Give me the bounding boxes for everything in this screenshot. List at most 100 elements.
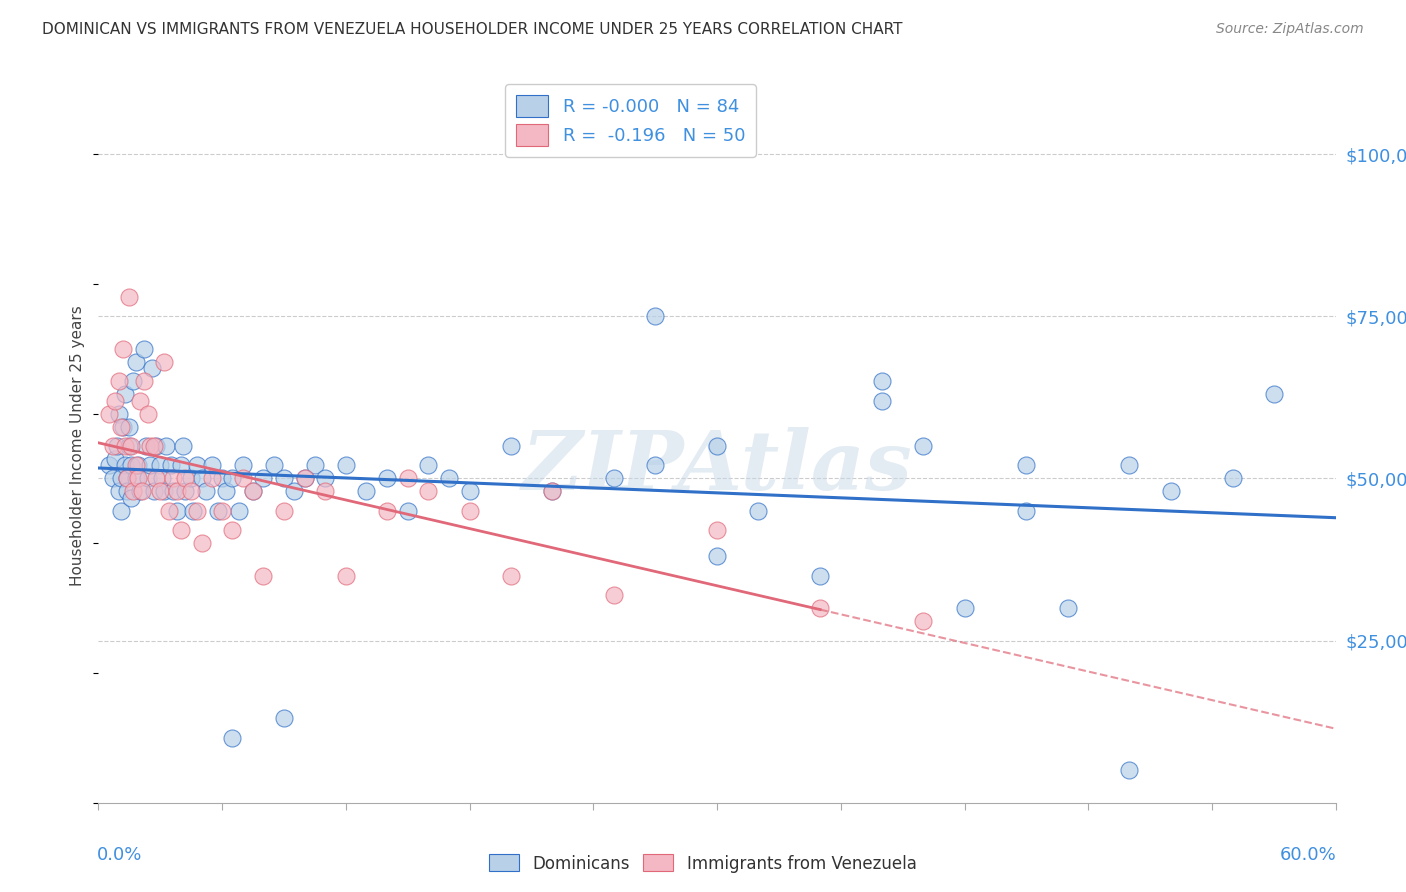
Point [114,387,136,401]
Point [1160,484,1182,499]
Point [101,471,124,485]
Point [122,374,145,388]
Point [136,407,159,421]
Point [110,504,132,518]
Point [170,458,193,473]
Point [162,471,184,485]
Point [808,568,831,582]
Point [418,484,440,499]
Point [112,342,135,356]
Point [194,484,217,499]
Point [120,491,142,505]
Point [215,484,238,499]
Point [114,458,136,473]
Point [706,549,728,564]
Point [145,439,167,453]
Point [97,458,120,473]
Point [541,484,564,499]
Point [139,458,162,473]
Point [124,458,146,473]
Point [118,439,141,453]
Point [114,439,136,453]
Point [273,471,295,485]
Point [304,458,326,473]
Point [263,458,285,473]
Point [157,504,180,518]
Point [170,524,193,538]
Point [145,471,167,485]
Point [180,471,202,485]
Point [127,471,149,485]
Point [252,471,274,485]
Point [242,484,264,499]
Point [153,484,176,499]
Point [104,452,127,467]
Point [221,731,243,745]
Point [499,568,522,582]
Point [101,439,124,453]
Point [335,458,357,473]
Point [294,471,316,485]
Point [375,504,398,518]
Point [153,354,176,368]
Point [186,504,208,518]
Point [97,407,120,421]
Point [110,471,132,485]
Point [131,484,153,499]
Point [162,484,184,499]
Point [953,601,976,615]
Point [1056,601,1078,615]
Point [232,458,254,473]
Point [139,439,162,453]
Point [105,439,128,453]
Point [870,393,893,408]
Point [228,504,250,518]
Point [356,484,378,499]
Point [159,458,181,473]
Point [201,458,224,473]
Point [135,439,157,453]
Point [118,290,141,304]
Point [458,484,481,499]
Point [122,484,145,499]
Point [499,439,522,453]
Point [149,484,172,499]
Point [118,419,141,434]
Point [117,484,139,499]
Point [150,471,173,485]
Point [808,601,831,615]
Point [242,484,264,499]
Point [207,504,229,518]
Point [124,354,146,368]
Point [166,504,188,518]
Point [136,471,159,485]
Point [273,711,295,725]
Point [1015,458,1038,473]
Point [314,471,336,485]
Point [375,471,398,485]
Point [110,419,132,434]
Point [706,524,728,538]
Point [143,439,166,453]
Point [211,504,233,518]
Point [437,471,460,485]
Point [458,504,481,518]
Point [396,471,419,485]
Point [181,504,204,518]
Point [418,458,440,473]
Point [1118,764,1140,778]
Point [132,342,155,356]
Point [603,471,626,485]
Point [201,471,224,485]
Point [221,524,243,538]
Point [603,588,626,602]
Point [108,407,131,421]
Point [104,393,127,408]
Point [141,361,163,376]
Point [541,484,564,499]
Point [108,374,131,388]
Point [149,458,172,473]
Point [706,439,728,453]
Point [166,484,188,499]
Point [1015,504,1038,518]
